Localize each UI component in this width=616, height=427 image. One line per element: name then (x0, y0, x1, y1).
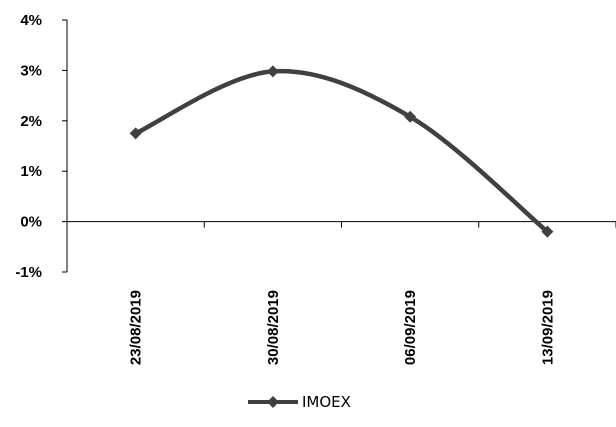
legend-label-imoex: IMOEX (302, 393, 351, 411)
y-tick-labels: 4% 3% 2% 1% 0% -1% (15, 12, 67, 281)
x-tick-label: 30/08/2019 (265, 290, 282, 365)
y-tick-label: 4% (20, 12, 42, 29)
y-tick-label: 3% (20, 62, 42, 79)
x-tick-label: 06/09/2019 (402, 290, 419, 365)
series-group (129, 65, 554, 238)
y-tick-label: 1% (20, 163, 42, 180)
legend-marker (267, 396, 279, 408)
x-tick-label: 23/08/2019 (128, 290, 145, 365)
y-tick-label: -1% (15, 264, 42, 281)
axes (66, 20, 616, 272)
y-tick-label: 0% (20, 214, 42, 231)
x-tick-label: 13/09/2019 (539, 290, 556, 365)
data-point-marker (404, 110, 417, 123)
data-point-marker (129, 127, 142, 140)
x-tick-labels: 23/08/2019 30/08/2019 06/09/2019 13/09/2019 (128, 290, 557, 365)
data-point-marker (541, 225, 554, 238)
data-point-marker (266, 65, 279, 78)
y-tick-label: 2% (20, 113, 42, 130)
series-line (133, 68, 550, 234)
legend: IMOEX (248, 393, 351, 411)
